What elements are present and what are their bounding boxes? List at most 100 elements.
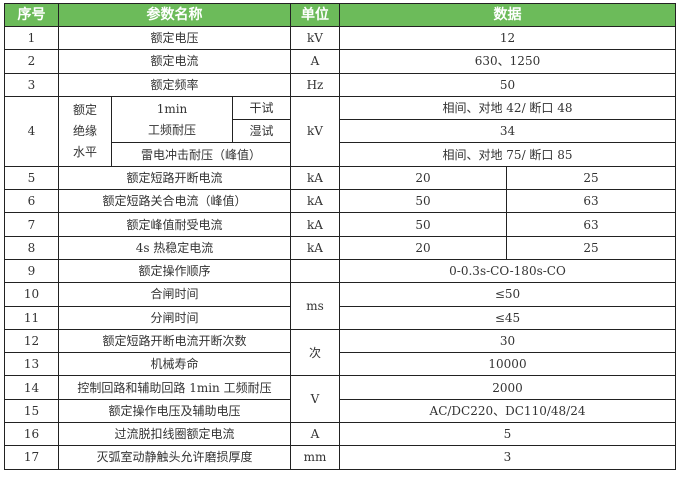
group-line: 水平 bbox=[72, 144, 97, 159]
unit-cell: kA bbox=[290, 235, 340, 260]
data-cell: 30 bbox=[339, 328, 676, 354]
seq-cell: 12 bbox=[4, 328, 59, 354]
name-cell: 额定短路关合电流（峰值） bbox=[58, 189, 291, 214]
table-row: 雷电冲击耐压（峰值） 相间、对地 75/ 断口 85 bbox=[5, 142, 676, 167]
name-cell: 分闸时间 bbox=[58, 305, 291, 330]
table-row: 13 机械寿命 10000 bbox=[4, 352, 676, 377]
table-row: 6 额定短路关合电流（峰值） kA 50 63 bbox=[4, 189, 676, 214]
data-cell: 34 bbox=[339, 119, 676, 144]
impulse-cell: 雷电冲击耐压（峰值） bbox=[111, 142, 291, 167]
data-cell-a: 20 bbox=[339, 165, 507, 191]
unit-cell bbox=[290, 258, 340, 284]
data-cell-b: 63 bbox=[506, 189, 676, 214]
data-cell-a: 20 bbox=[339, 235, 507, 260]
seq-cell: 4 bbox=[4, 95, 59, 167]
unit-cell: kV bbox=[290, 25, 340, 51]
data-cell: 相间、对地 42/ 断口 48 bbox=[339, 95, 676, 121]
table-row: 7 额定峰值耐受电流 kA 50 63 bbox=[4, 212, 676, 237]
seq-cell: 16 bbox=[4, 422, 59, 447]
unit-cell: kV bbox=[290, 95, 340, 167]
name-cell: 合闸时间 bbox=[58, 282, 291, 307]
group-line: 绝缘 bbox=[72, 123, 97, 138]
data-cell-b: 25 bbox=[506, 165, 676, 191]
table-row: 17 灭弧室动静触头允许磨损厚度 mm 3 bbox=[4, 445, 676, 470]
header-unit: 单位 bbox=[290, 3, 340, 27]
name-cell: 机械寿命 bbox=[58, 352, 291, 377]
table-row: 5 额定短路开断电流 kA 20 25 bbox=[4, 165, 676, 191]
seq-cell: 11 bbox=[4, 305, 59, 330]
seq-cell: 9 bbox=[4, 258, 59, 284]
unit-cell: V bbox=[290, 375, 340, 424]
data-cell: 12 bbox=[339, 25, 676, 51]
data-cell: 10000 bbox=[339, 352, 676, 377]
data-cell: 5 bbox=[339, 422, 676, 447]
table-row: 12 额定短路开断电流开断次数 次 30 bbox=[4, 328, 676, 377]
seq-cell: 8 bbox=[4, 235, 59, 260]
data-cell-b: 25 bbox=[506, 235, 676, 260]
name-cell: 额定操作顺序 bbox=[58, 258, 291, 284]
data-cell-a: 50 bbox=[339, 212, 507, 237]
unit-cell: mm bbox=[290, 445, 340, 470]
seq-cell: 17 bbox=[4, 445, 59, 470]
table-row: 15 额定操作电压及辅助电压 AC/DC220、DC110/48/24 bbox=[4, 398, 676, 424]
insulation-level-cell: 额定 绝缘 水平 bbox=[58, 95, 112, 167]
seq-cell: 14 bbox=[4, 375, 59, 400]
name-cell: 控制回路和辅助回路 1min 工频耐压 bbox=[58, 375, 291, 400]
table-row: 湿试 34 bbox=[5, 119, 676, 144]
data-cell-b: 63 bbox=[506, 212, 676, 237]
power-frequency-cell: 1min 工频耐压 bbox=[111, 95, 233, 144]
name-cell: 额定频率 bbox=[58, 72, 291, 97]
unit-cell: ms bbox=[290, 282, 340, 330]
unit-cell: Hz bbox=[290, 72, 340, 97]
seq-cell: 6 bbox=[4, 189, 59, 214]
table-row: 1 额定电压 kV 12 bbox=[4, 25, 676, 51]
seq-cell: 7 bbox=[4, 212, 59, 237]
name-cell: 灭弧室动静触头允许磨损厚度 bbox=[58, 445, 291, 470]
data-cell: 0-0.3s-CO-180s-CO bbox=[339, 258, 676, 284]
name-cell: 额定电压 bbox=[58, 25, 291, 51]
table-row: 8 4s 热稳定电流 kA 20 25 bbox=[4, 235, 676, 260]
seq-cell: 13 bbox=[4, 352, 59, 377]
table-header: 序号 参数名称 单位 数据 bbox=[4, 3, 676, 27]
seq-cell: 10 bbox=[4, 282, 59, 307]
header-seq: 序号 bbox=[4, 3, 59, 27]
sub-label: 1min bbox=[156, 101, 188, 116]
parameter-table: 序号 参数名称 单位 数据 1 额定电压 kV 12 2 额定电流 A 630、… bbox=[4, 3, 676, 470]
data-cell-a: 50 bbox=[339, 189, 507, 214]
dry-test-cell: 干试 bbox=[232, 95, 291, 121]
seq-cell: 5 bbox=[4, 165, 59, 191]
data-cell: 2000 bbox=[339, 375, 676, 400]
name-cell: 过流脱扣线圈额定电流 bbox=[58, 422, 291, 447]
unit-cell: A bbox=[290, 422, 340, 447]
seq-cell: 2 bbox=[4, 49, 59, 74]
unit-cell: A bbox=[290, 49, 340, 74]
table-row: 10 合闸时间 ms ≤50 bbox=[4, 282, 676, 330]
data-cell: 630、1250 bbox=[339, 49, 676, 74]
data-cell: AC/DC220、DC110/48/24 bbox=[339, 398, 676, 424]
name-cell: 额定短路开断电流开断次数 bbox=[58, 328, 291, 354]
name-cell: 额定电流 bbox=[58, 49, 291, 74]
unit-cell: kA bbox=[290, 165, 340, 191]
table-row: 16 过流脱扣线圈额定电流 A 5 bbox=[4, 422, 676, 447]
data-cell: ≤45 bbox=[339, 305, 676, 330]
unit-cell: kA bbox=[290, 189, 340, 214]
header-name: 参数名称 bbox=[58, 3, 291, 27]
header-data: 数据 bbox=[339, 3, 676, 27]
table-row: 2 额定电流 A 630、1250 bbox=[4, 49, 676, 74]
seq-cell: 3 bbox=[4, 72, 59, 97]
table-row: 11 分闸时间 ≤45 bbox=[4, 305, 676, 330]
group-line: 额定 bbox=[72, 102, 97, 117]
name-cell: 额定短路开断电流 bbox=[58, 165, 291, 191]
data-cell: 3 bbox=[339, 445, 676, 470]
data-cell: 相间、对地 75/ 断口 85 bbox=[339, 142, 676, 167]
wet-test-cell: 湿试 bbox=[232, 119, 291, 144]
name-cell: 4s 热稳定电流 bbox=[58, 235, 291, 260]
name-cell: 额定操作电压及辅助电压 bbox=[58, 398, 291, 424]
table-row: 14 控制回路和辅助回路 1min 工频耐压 V 2000 bbox=[4, 375, 676, 424]
unit-cell: kA bbox=[290, 212, 340, 237]
table-row: 4 额定 绝缘 水平 1min 工频耐压 干试 kV 相间、对地 42/ 断口 … bbox=[4, 95, 676, 167]
data-cell: 50 bbox=[339, 72, 676, 97]
table-row: 9 额定操作顺序 0-0.3s-CO-180s-CO bbox=[4, 258, 676, 284]
unit-cell: 次 bbox=[290, 328, 340, 377]
sub-label: 工频耐压 bbox=[147, 122, 196, 137]
